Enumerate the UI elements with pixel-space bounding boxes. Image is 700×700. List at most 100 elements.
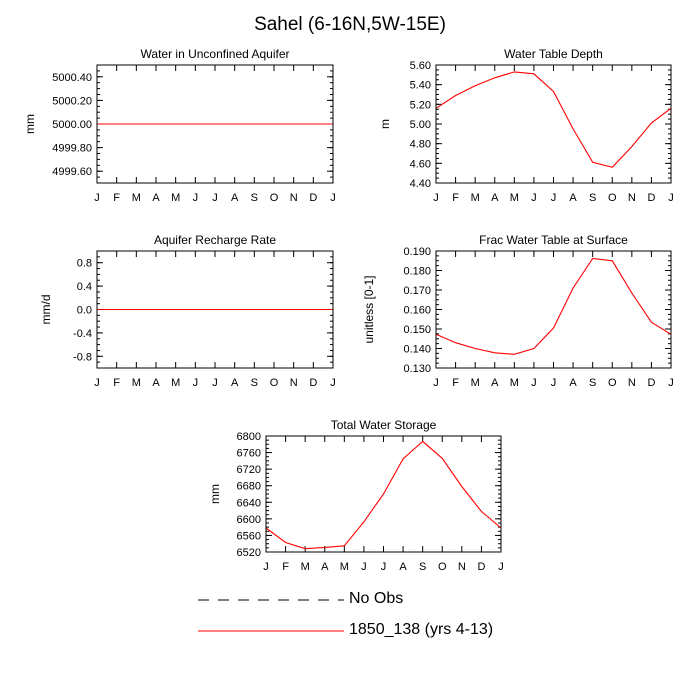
x-tick-label: A bbox=[231, 192, 239, 204]
x-tick-label: S bbox=[419, 561, 426, 573]
x-tick-label: S bbox=[251, 377, 258, 389]
x-tick-label: J bbox=[531, 377, 537, 389]
x-tick-label: D bbox=[477, 561, 485, 573]
x-tick-label: J bbox=[531, 192, 537, 204]
y-tick-label: 6600 bbox=[237, 514, 261, 526]
y-tick-label: 0.0 bbox=[77, 305, 92, 317]
y-tick-label: 6760 bbox=[237, 448, 261, 460]
x-tick-label: J bbox=[212, 192, 218, 204]
x-tick-label: F bbox=[113, 192, 120, 204]
x-tick-label: D bbox=[647, 377, 655, 389]
x-tick-label: J bbox=[330, 377, 336, 389]
y-tick-label: 0.190 bbox=[403, 246, 431, 258]
figure-title: Sahel (6-16N,5W-15E) bbox=[254, 14, 446, 35]
x-tick-label: A bbox=[569, 377, 577, 389]
x-tick-label: F bbox=[282, 561, 289, 573]
x-tick-label: J bbox=[330, 192, 336, 204]
x-tick-label: J bbox=[361, 561, 367, 573]
panel-title: Aquifer Recharge Rate bbox=[154, 233, 276, 247]
y-tick-label: 5000.40 bbox=[52, 72, 92, 84]
x-tick-label: M bbox=[510, 192, 519, 204]
x-tick-label: M bbox=[171, 377, 180, 389]
x-tick-label: F bbox=[113, 377, 120, 389]
panel-title: Total Water Storage bbox=[331, 418, 437, 432]
x-tick-label: M bbox=[301, 561, 310, 573]
panel-frac-water-table-at-surface: Frac Water Table at Surface unitless [0-1… bbox=[362, 233, 674, 389]
x-tick-label: D bbox=[647, 192, 655, 204]
y-tick-label: 0.140 bbox=[403, 344, 431, 356]
x-tick-label: J bbox=[551, 377, 557, 389]
x-tick-label: A bbox=[399, 561, 407, 573]
panel-title: Water Table Depth bbox=[504, 47, 603, 61]
x-tick-label: D bbox=[309, 192, 317, 204]
x-tick-label: S bbox=[251, 192, 258, 204]
x-tick-label: F bbox=[452, 192, 459, 204]
y-tick-label: 6800 bbox=[237, 431, 261, 443]
y-tick-label: 6720 bbox=[237, 464, 261, 476]
x-tick-label: J bbox=[263, 561, 269, 573]
x-tick-label: N bbox=[290, 192, 298, 204]
y-tick-label: 4.40 bbox=[410, 178, 431, 190]
x-tick-label: J bbox=[433, 192, 439, 204]
x-tick-label: O bbox=[608, 377, 617, 389]
x-tick-label: M bbox=[132, 377, 141, 389]
y-tick-label: 5.40 bbox=[410, 80, 431, 92]
x-tick-label: M bbox=[132, 192, 141, 204]
x-tick-label: O bbox=[438, 561, 447, 573]
y-tick-label: 5.60 bbox=[410, 60, 431, 72]
x-tick-label: N bbox=[628, 377, 636, 389]
y-tick-label: 0.160 bbox=[403, 305, 431, 317]
panel-title: Frac Water Table at Surface bbox=[479, 233, 628, 247]
y-axis-label: m bbox=[378, 119, 392, 129]
x-tick-label: M bbox=[340, 561, 349, 573]
x-tick-label: A bbox=[491, 377, 499, 389]
y-tick-label: 6520 bbox=[237, 547, 261, 559]
y-tick-label: 4.80 bbox=[410, 139, 431, 151]
x-tick-label: J bbox=[193, 192, 199, 204]
x-tick-label: N bbox=[458, 561, 466, 573]
y-tick-label: 5000.20 bbox=[52, 95, 92, 107]
y-tick-label: 4999.60 bbox=[52, 166, 92, 178]
y-tick-label: 0.180 bbox=[403, 266, 431, 278]
x-tick-label: M bbox=[171, 192, 180, 204]
y-axis-label: unitless [0-1] bbox=[362, 275, 376, 343]
x-tick-label: F bbox=[452, 377, 459, 389]
y-tick-label: 0.8 bbox=[77, 258, 92, 270]
panel-title: Water in Unconfined Aquifer bbox=[141, 47, 290, 61]
x-tick-label: M bbox=[510, 377, 519, 389]
plot-frame bbox=[265, 435, 502, 553]
y-tick-label: 6680 bbox=[237, 481, 261, 493]
x-tick-label: J bbox=[551, 192, 557, 204]
plot-frame bbox=[96, 64, 334, 184]
plot-frame bbox=[435, 250, 672, 369]
y-tick-label: 4.60 bbox=[410, 158, 431, 170]
y-tick-label: 5.20 bbox=[410, 99, 431, 111]
x-tick-label: J bbox=[94, 377, 100, 389]
y-tick-label: 5.00 bbox=[410, 119, 431, 131]
x-tick-label: O bbox=[270, 377, 279, 389]
x-tick-label: A bbox=[321, 561, 329, 573]
plot-frame bbox=[96, 250, 334, 369]
x-tick-label: O bbox=[270, 192, 279, 204]
series-line bbox=[435, 257, 672, 355]
x-tick-label: A bbox=[231, 377, 239, 389]
y-tick-label: 5000.00 bbox=[52, 119, 92, 131]
series-line bbox=[265, 440, 502, 550]
y-tick-label: 0.150 bbox=[403, 324, 431, 336]
y-tick-label: 6560 bbox=[237, 530, 261, 542]
x-tick-label: A bbox=[491, 192, 499, 204]
x-tick-label: M bbox=[471, 192, 480, 204]
legend-label-no-obs: No Obs bbox=[349, 590, 404, 607]
y-tick-label: 0.170 bbox=[403, 285, 431, 297]
y-axis-label: mm bbox=[208, 484, 222, 504]
legend bbox=[198, 599, 344, 632]
x-tick-label: N bbox=[290, 377, 298, 389]
x-tick-label: S bbox=[589, 192, 596, 204]
x-tick-label: N bbox=[628, 192, 636, 204]
x-tick-label: J bbox=[381, 561, 387, 573]
x-tick-label: D bbox=[309, 377, 317, 389]
x-tick-label: S bbox=[589, 377, 596, 389]
